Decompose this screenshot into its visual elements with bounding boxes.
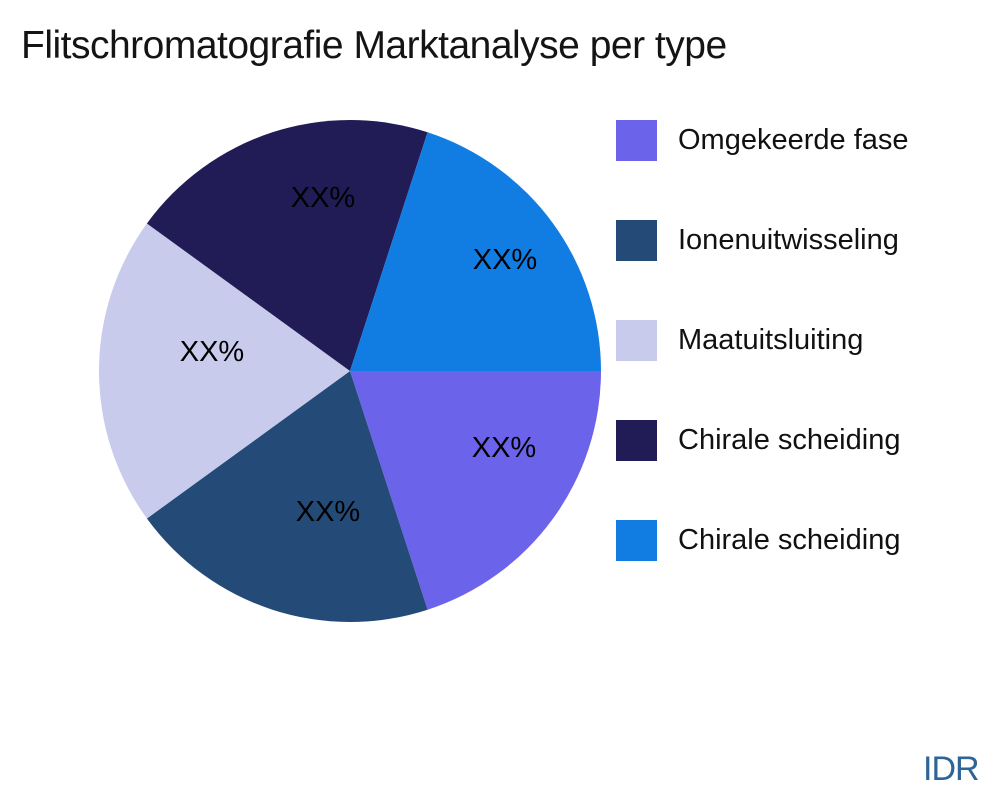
legend-swatch-icon — [616, 420, 657, 461]
pie-slice-value-label: XX% — [296, 496, 360, 528]
pie-slice-value-label: XX% — [180, 336, 244, 368]
legend-item-label: Chirale scheiding — [678, 424, 901, 456]
legend-swatch-icon — [616, 220, 657, 261]
pie-slice-value-label: XX% — [472, 432, 536, 464]
pie-slice-2 — [98, 223, 350, 519]
legend-item-label: Ionenuitwisseling — [678, 224, 899, 256]
legend-item-0: Omgekeerde fase — [616, 120, 909, 161]
legend-item-4: Chirale scheiding — [616, 520, 909, 561]
legend-item-label: Maatuitsluiting — [678, 324, 864, 356]
legend-swatch-icon — [616, 320, 657, 361]
legend-item-label: Omgekeerde fase — [678, 124, 909, 156]
legend-item-label: Chirale scheiding — [678, 524, 901, 556]
legend-swatch-icon — [616, 520, 657, 561]
pie-slice-3 — [146, 119, 428, 371]
chart-title: Flitschromatografie Marktanalyse per typ… — [21, 24, 727, 67]
chart-legend: Omgekeerde fase Ionenuitwisseling Maatuits… — [616, 120, 909, 561]
pie-slice-0 — [350, 371, 601, 610]
pie-slice-value-label: XX% — [473, 244, 537, 276]
pie-slice-value-label: XX% — [291, 182, 355, 214]
pie-slice-1 — [146, 371, 428, 623]
legend-swatch-icon — [616, 120, 657, 161]
pie-slice-4 — [350, 132, 601, 371]
legend-item-2: Maatuitsluiting — [616, 320, 909, 361]
legend-item-3: Chirale scheiding — [616, 420, 909, 461]
legend-item-1: Ionenuitwisseling — [616, 220, 909, 261]
currency-watermark: IDR — [923, 750, 980, 788]
